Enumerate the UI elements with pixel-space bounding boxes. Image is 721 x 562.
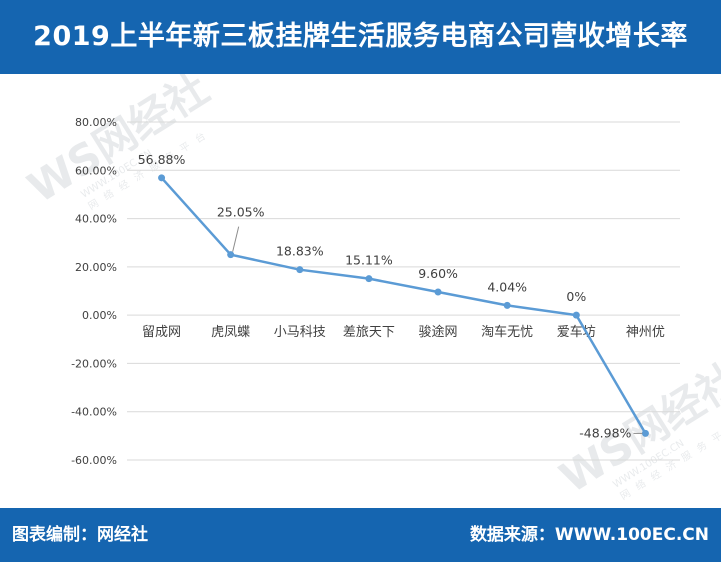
watermark-group: WS网经社 WWW.100EC.CN 网络经济服务平台 WS网经社 WWW.10… <box>19 64 721 503</box>
y-tick-label: 40.00% <box>75 213 117 226</box>
data-label: 9.60% <box>418 266 458 281</box>
data-point <box>641 429 649 437</box>
y-tick-label: -40.00% <box>71 406 117 419</box>
y-tick-label: 60.00% <box>75 164 117 177</box>
data-label: 4.04% <box>487 279 527 294</box>
y-tick-label: 0.00% <box>82 309 117 322</box>
x-axis: 留成网 虎凤蝶 小马科技 差旅天下 骏途网 淘车无忧 爱车坊 神州优 <box>142 324 665 340</box>
x-category-label: 留成网 <box>142 325 181 340</box>
chart-credit: 图表编制：网经社 <box>12 525 148 545</box>
x-category-label: 虎凤蝶 <box>211 325 250 340</box>
data-point <box>434 288 442 296</box>
grid-lines <box>127 121 680 461</box>
data-label: 0% <box>566 289 586 304</box>
data-point <box>503 301 511 309</box>
leader-line <box>232 226 240 252</box>
data-point <box>227 251 235 259</box>
x-category-label: 差旅天下 <box>343 325 395 340</box>
x-category-label: 神州优 <box>626 325 665 340</box>
data-label-group: 56.88% 25.05% 18.83% 15.11% 9.60% 4.04% 0% -48.… <box>138 152 643 440</box>
data-source: 数据来源：WWW.100EC.CN <box>469 525 709 545</box>
watermark-bottom-right: WS网经社 WWW.100EC.CN 网络经济服务平台 <box>551 354 721 503</box>
data-point <box>296 266 304 274</box>
series-line-group <box>158 174 649 437</box>
data-point <box>365 275 373 283</box>
x-category-label: 淘车无忧 <box>481 324 533 340</box>
footer-bar: 图表编制：网经社 数据来源：WWW.100EC.CN <box>0 508 721 562</box>
y-tick-label: -20.00% <box>71 357 117 370</box>
page-title: 2019上半年新三板挂牌生活服务电商公司营收增长率 <box>33 21 688 52</box>
watermark-logo: WS网经社 <box>551 354 721 503</box>
data-point <box>158 174 166 182</box>
header-bar: 2019上半年新三板挂牌生活服务电商公司营收增长率 <box>0 0 721 74</box>
series-line <box>160 176 647 435</box>
y-axis: 80.00% 60.00% 40.00% 20.00% 0.00% -20.00% -40.… <box>71 116 117 467</box>
data-label: 25.05% <box>217 205 265 220</box>
data-label: 18.83% <box>276 244 324 259</box>
data-label: -48.98% <box>579 425 631 440</box>
growth-line-chart: WS网经社 WWW.100EC.CN 网络经济服务平台 WS网经社 WWW.10… <box>19 64 721 503</box>
watermark-top-left: WS网经社 WWW.100EC.CN 网络经济服务平台 <box>19 64 217 213</box>
x-category-label: 骏途网 <box>419 324 458 340</box>
y-tick-label: 20.00% <box>75 261 117 274</box>
x-category-label: 小马科技 <box>274 325 326 340</box>
data-label: 56.88% <box>138 152 186 167</box>
x-category-label: 爱车坊 <box>557 324 596 340</box>
data-point <box>572 311 580 319</box>
y-tick-label: 80.00% <box>75 116 117 129</box>
chart-area: WS网经社 WWW.100EC.CN 网络经济服务平台 WS网经社 WWW.10… <box>0 64 721 508</box>
data-label: 15.11% <box>345 253 393 268</box>
y-tick-label: -60.00% <box>71 454 117 467</box>
